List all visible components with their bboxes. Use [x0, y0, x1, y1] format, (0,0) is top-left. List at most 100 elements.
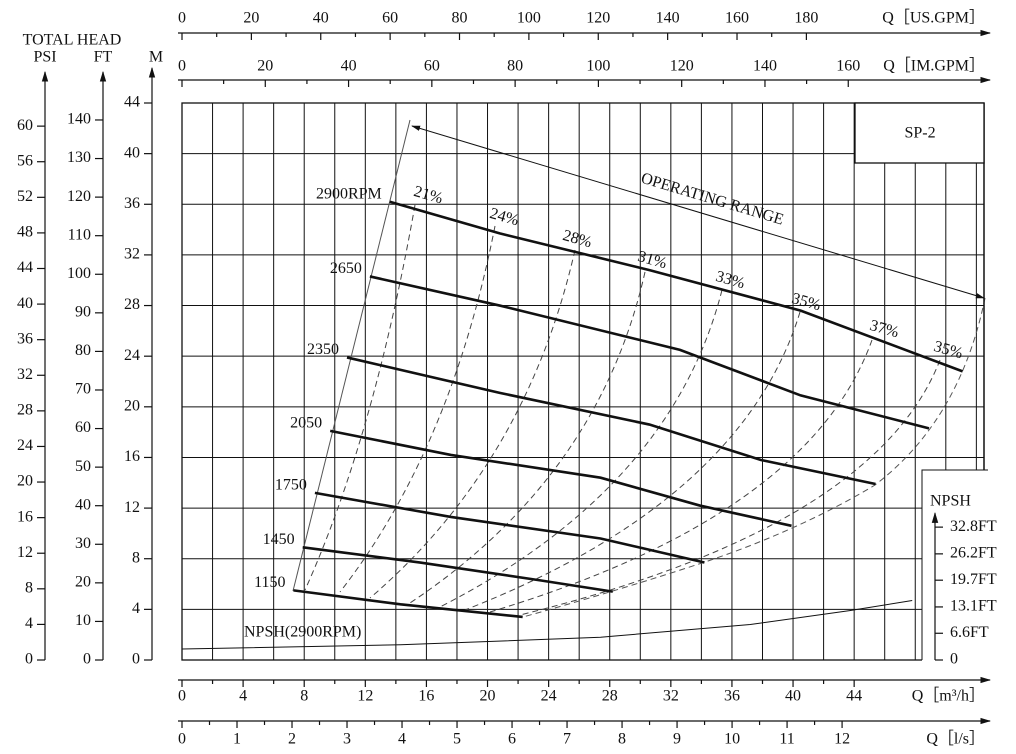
axis-label: Q［m³/h］ [912, 687, 985, 705]
range-arrow [411, 125, 985, 299]
tick-label: 9 [673, 731, 681, 748]
tick-label: 5 [453, 731, 461, 748]
head-curve [302, 546, 613, 593]
series-label: NPSH(2900RPM) [244, 624, 361, 641]
tick-label: 26.2FT [950, 545, 997, 562]
series-label: 2650 [330, 260, 362, 277]
head-curve [314, 491, 705, 564]
tick-label: 4 [25, 615, 33, 632]
tick-label: 10 [75, 612, 91, 629]
efficiency-line [409, 271, 646, 604]
tick-label: 120 [586, 10, 610, 27]
tick-label: 20 [243, 10, 259, 27]
tick-label: 28 [17, 402, 33, 419]
range-left [292, 119, 411, 592]
tick-label: 6 [508, 731, 516, 748]
efficiency-line [439, 289, 723, 608]
tick-label: 20 [257, 58, 273, 75]
tick-label: 32.8FT [950, 518, 997, 535]
tick-label: 44 [846, 688, 862, 705]
tick-label: 28 [602, 688, 618, 705]
tick-label: 44 [17, 259, 33, 276]
tick-label: 11 [779, 731, 794, 748]
tick-label: 56 [17, 152, 33, 169]
tick-label: 4 [398, 731, 406, 748]
tick-label: 60 [75, 419, 91, 436]
efficiency-label: 35% [932, 338, 965, 362]
tick-label: 16 [17, 508, 33, 525]
tick-label: 40 [341, 58, 357, 75]
tick-label: 160 [725, 10, 749, 27]
efficiency-line [464, 311, 801, 611]
tick-label: 90 [75, 304, 91, 321]
plot-border [181, 102, 985, 661]
tick-label: 4 [239, 688, 247, 705]
tick-label: 44 [124, 94, 140, 111]
tick-label: 0 [178, 731, 186, 748]
head-curve [369, 275, 930, 430]
efficiency-label: 35% [790, 290, 823, 314]
tick-label: 60 [17, 117, 33, 134]
efficiency-line [489, 339, 873, 613]
tick-label: 40 [124, 144, 140, 161]
efficiency-label: 28% [561, 227, 594, 251]
tick-label: 12 [124, 499, 140, 516]
tick-label: 36 [724, 688, 740, 705]
tick-label: 48 [17, 224, 33, 241]
tick-label: 80 [507, 58, 523, 75]
tick-label: 40 [785, 688, 801, 705]
tick-label: 32 [663, 688, 679, 705]
axis-label: Q［US.GPM］ [882, 9, 985, 27]
series-label: 2350 [307, 341, 339, 358]
efficiency-line [519, 359, 941, 616]
tick-label: 36 [124, 195, 140, 212]
tick-label: 0 [178, 58, 186, 75]
tick-label: 130 [67, 149, 91, 166]
psi-label: PSI [33, 49, 56, 66]
tick-label: 20 [124, 397, 140, 414]
tick-label: 36 [17, 330, 33, 347]
tick-label: 12 [357, 688, 373, 705]
tick-label: 100 [586, 58, 610, 75]
tick-label: 160 [836, 58, 860, 75]
tick-label: 16 [418, 688, 434, 705]
tick-label: 10 [724, 731, 740, 748]
chart-title: SP-2 [904, 125, 935, 142]
tick-label: 40 [313, 10, 329, 27]
tick-label: 19.7FT [950, 571, 997, 588]
tick-label: 140 [656, 10, 680, 27]
npsh-label: NPSH [930, 493, 971, 510]
series-label: 2050 [290, 415, 322, 432]
tick-label: 0 [950, 651, 958, 668]
tick-label: 24 [124, 347, 140, 364]
tick-label: 100 [67, 265, 91, 282]
series-label: 1450 [263, 531, 295, 548]
tick-label: 0 [25, 651, 33, 668]
tick-label: 24 [17, 437, 33, 454]
tick-label: 32 [17, 366, 33, 383]
efficiency-line [369, 249, 576, 599]
tick-label: 8 [25, 579, 33, 596]
head-curve [346, 356, 876, 486]
tick-label: 140 [67, 111, 91, 128]
tick-label: 0 [83, 651, 91, 668]
tick-label: 120 [670, 58, 694, 75]
tick-label: 0 [178, 688, 186, 705]
tick-label: 32 [124, 246, 140, 263]
tick-label: 2 [288, 731, 296, 748]
npsh-curve [181, 600, 913, 650]
tick-label: 20 [75, 574, 91, 591]
tick-label: 60 [382, 10, 398, 27]
npsh-border [921, 469, 988, 660]
tick-label: 0 [132, 651, 140, 668]
tick-label: 6.6FT [950, 624, 989, 641]
tick-label: 16 [124, 448, 140, 465]
tick-label: 70 [75, 381, 91, 398]
axis-label: Q［l/s］ [926, 730, 985, 748]
head-curve [389, 200, 964, 373]
tick-label: 8 [300, 688, 308, 705]
tick-label: 24 [541, 688, 557, 705]
tick-label: 8 [618, 731, 626, 748]
tick-label: 20 [480, 688, 496, 705]
